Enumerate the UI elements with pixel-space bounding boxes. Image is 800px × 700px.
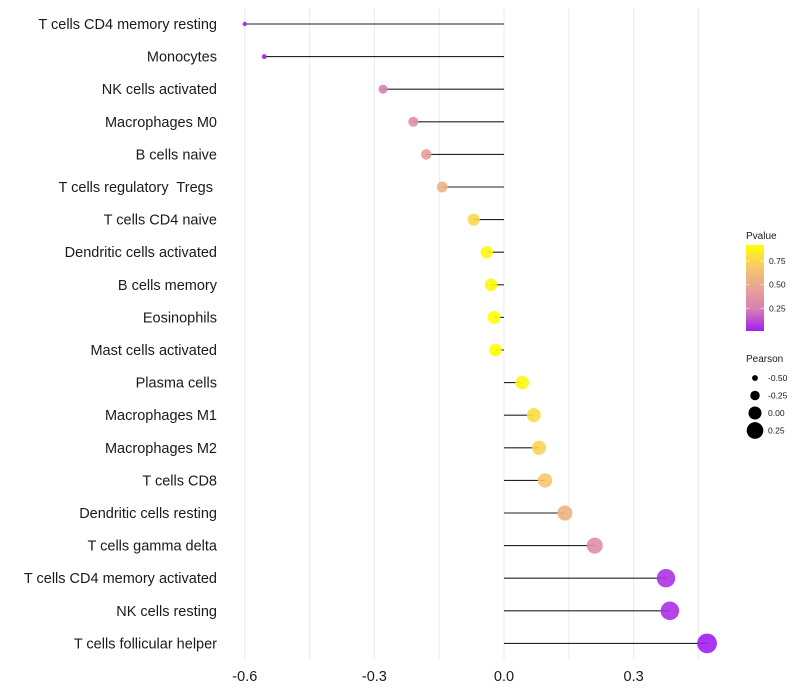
pearson-legend-key (748, 406, 762, 420)
data-point (515, 375, 529, 390)
data-point (378, 84, 388, 94)
points (242, 21, 717, 654)
x-tick-label: 0.3 (624, 669, 644, 685)
y-tick-label: T cells CD4 memory activated (24, 571, 217, 587)
y-tick-label: T cells gamma delta (88, 539, 218, 555)
data-point (526, 408, 541, 423)
pvalue-colorbar (746, 245, 764, 331)
pearson-legend-key (750, 390, 760, 401)
y-tick-label: NK cells activated (102, 82, 217, 98)
y-axis-labels: T cells CD4 memory resting Monocytes NK ce… (24, 17, 218, 652)
data-point (487, 311, 501, 324)
data-point (697, 633, 717, 654)
stems (244, 23, 708, 644)
y-tick-label: T cells follicular helper (74, 636, 217, 652)
data-point (421, 149, 432, 160)
pearson-legend-title: Pearson (746, 354, 783, 365)
y-tick-label: Macrophages M0 (105, 115, 217, 131)
y-tick-label: B cells naive (136, 147, 217, 163)
pvalue-legend-title: Pvalue (746, 231, 777, 242)
pearson-legend-key (752, 375, 758, 381)
x-tick-label: -0.6 (232, 669, 257, 685)
data-point (656, 568, 676, 588)
data-point (242, 21, 247, 27)
x-axis-ticks: -0.6 -0.3 0.0 0.3 (232, 669, 643, 685)
pvalue-legend: Pvalue 0.25 0.50 0.75 (746, 231, 786, 331)
y-tick-label: T cells CD4 naive (104, 213, 217, 229)
pearson-legend-label: -0.25 (768, 391, 788, 401)
data-point (480, 245, 493, 259)
pearson-legend-key (746, 422, 764, 439)
x-tick-label: 0.0 (494, 669, 514, 685)
y-tick-label: Monocytes (147, 50, 217, 66)
y-tick-label: T cells regulatory Tregs (59, 180, 218, 196)
pearson-legend-label: 0.25 (768, 426, 785, 436)
data-point (261, 54, 267, 60)
y-tick-label: Dendritic cells resting (79, 506, 217, 522)
y-tick-label: B cells memory (118, 278, 218, 294)
data-point (660, 601, 680, 621)
data-point (484, 278, 498, 292)
y-tick-label: T cells CD4 memory resting (38, 17, 217, 33)
data-point (436, 181, 448, 193)
data-point (537, 473, 553, 488)
data-point (467, 213, 480, 226)
pearson-legend-label: -0.50 (768, 373, 788, 383)
y-tick-label: Mast cells activated (90, 343, 217, 359)
y-tick-label: Macrophages M1 (105, 408, 217, 424)
x-tick-label: -0.3 (362, 669, 387, 685)
y-tick-label: NK cells resting (116, 604, 217, 620)
y-tick-label: T cells CD8 (142, 473, 217, 489)
y-tick-label: Plasma cells (136, 376, 217, 392)
y-tick-label: Eosinophils (143, 310, 217, 326)
pearson-legend: Pearson -0.50 -0.25 0.00 0.25 (746, 354, 788, 439)
data-point (408, 116, 419, 127)
pearson-legend-label: 0.00 (768, 408, 785, 418)
data-point (531, 440, 547, 455)
data-point (488, 343, 502, 357)
pvalue-legend-label: 0.50 (769, 280, 786, 290)
y-tick-label: Dendritic cells activated (65, 245, 217, 261)
pvalue-legend-label: 0.25 (769, 303, 786, 313)
data-point (557, 505, 573, 521)
grid-lines (244, 8, 699, 660)
data-point (586, 537, 603, 554)
pvalue-legend-label: 0.75 (769, 256, 786, 266)
y-tick-label: Macrophages M2 (105, 441, 217, 457)
